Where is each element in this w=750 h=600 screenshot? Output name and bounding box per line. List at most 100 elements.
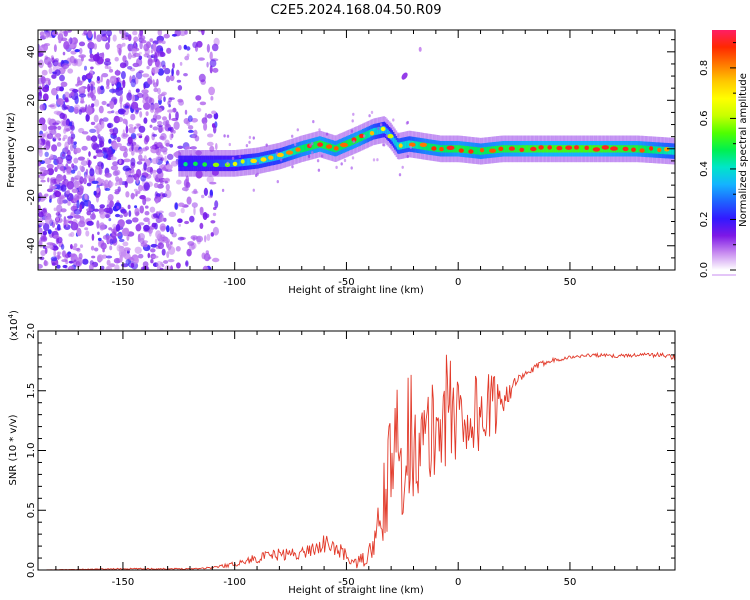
noise-blob — [99, 204, 105, 209]
noise-blob — [56, 156, 64, 165]
noise-blob — [71, 188, 78, 193]
noise-blob — [94, 99, 100, 107]
noise-blob — [113, 257, 121, 264]
ridge-core — [536, 145, 538, 153]
ridge-core — [337, 143, 340, 152]
noise-blob — [178, 44, 182, 51]
noise-blob — [134, 107, 142, 111]
ridge-speck — [223, 134, 226, 138]
noise-blob — [63, 41, 70, 50]
noise-blob — [88, 151, 91, 157]
ridge-core — [223, 159, 226, 167]
noise-blob — [108, 68, 114, 73]
ridge-speck — [296, 128, 299, 132]
noise-blob — [91, 255, 96, 259]
snr-ticks: -150 -100 -50 0 50 0.0 0.5 1.0 1.5 2.0 — [26, 323, 675, 588]
noise-blob — [38, 45, 46, 54]
ridge-core — [391, 134, 394, 142]
noise-blob — [123, 151, 128, 158]
noise-blob — [115, 176, 120, 182]
noise-blob — [187, 115, 193, 123]
noise-blob — [106, 259, 111, 266]
ridge-core — [435, 144, 438, 152]
noise-blob — [93, 30, 97, 40]
noise-blob — [146, 65, 150, 70]
ridge-speck — [340, 162, 343, 166]
noise-blob — [177, 236, 185, 241]
noise-blob — [56, 94, 59, 101]
ridge-core — [497, 145, 500, 153]
noise-blob — [213, 207, 217, 210]
noise-blob — [46, 133, 54, 140]
noise-blob — [78, 47, 83, 55]
ridge-core — [248, 158, 250, 166]
noise-blob — [100, 85, 104, 91]
snr-x-tick-label: 0 — [455, 577, 461, 588]
ridge-core — [645, 145, 647, 153]
noise-blob — [51, 57, 55, 64]
noise-blob — [154, 110, 159, 115]
ridge-speck — [363, 134, 366, 138]
noise-blob — [118, 30, 123, 35]
ridge-core — [577, 145, 580, 153]
noise-blob — [89, 128, 97, 133]
spectrogram-panel: -150 -100 -50 0 50 -40 -20 0 20 40 Height of stra… — [6, 29, 676, 296]
noise-blob — [155, 114, 162, 120]
snr-multiplier-exponent: 4 — [7, 313, 15, 318]
noise-blob — [101, 100, 107, 106]
noise-blob — [209, 51, 213, 61]
noise-blob — [38, 117, 46, 126]
noise-blob — [178, 223, 181, 227]
ridge-core — [670, 147, 673, 155]
ridge-core — [545, 145, 548, 153]
noise-blob — [112, 223, 117, 229]
noise-blob — [70, 50, 77, 55]
noise-blob — [141, 158, 145, 162]
colorbar-gradient — [712, 30, 736, 270]
noise-blob — [93, 114, 99, 123]
noise-blob — [86, 208, 93, 212]
noise-blob — [211, 110, 217, 115]
spectrogram-x-axis-label: Height of straight line (km) — [288, 285, 424, 296]
noise-blob — [107, 149, 114, 158]
noise-blob — [59, 69, 65, 73]
snr-multiplier-base: (x10 — [9, 318, 20, 341]
noise-blob — [138, 55, 143, 61]
noise-blob — [56, 236, 63, 244]
noise-blob — [106, 66, 112, 70]
colorbar-tick-label: 0.8 — [699, 60, 710, 76]
ridge-hotspot — [359, 133, 365, 139]
noise-blob — [44, 193, 49, 197]
noise-blob — [93, 208, 100, 212]
noise-blob — [167, 100, 171, 106]
ridge-speck — [406, 120, 409, 125]
noise-blob — [159, 234, 166, 240]
ridge-core — [485, 147, 487, 155]
noise-blob — [118, 48, 122, 56]
noise-blob — [59, 30, 63, 38]
ridge-core — [543, 145, 545, 153]
ridge-core — [635, 145, 638, 153]
noise-blob — [127, 34, 132, 42]
noise-blob — [50, 256, 58, 262]
noise-blob — [115, 233, 122, 237]
noise-blob — [206, 233, 211, 241]
noise-blob — [142, 261, 149, 268]
noise-blob — [130, 113, 136, 121]
noise-blob — [110, 165, 119, 171]
noise-blob — [114, 264, 120, 270]
noise-blob — [170, 265, 173, 270]
ridge-hotspot — [250, 158, 257, 164]
noise-blob — [130, 262, 135, 268]
noise-blob — [157, 210, 164, 214]
ridge-core — [468, 146, 470, 154]
noise-blob — [47, 125, 55, 131]
ridge-core — [582, 145, 584, 153]
noise-blob — [110, 156, 117, 161]
noise-blob — [90, 83, 94, 93]
ridge-core — [455, 145, 458, 153]
noise-blob — [133, 188, 138, 192]
noise-blob — [148, 59, 156, 63]
ridge-core — [494, 146, 497, 154]
ridge-core — [402, 141, 404, 149]
